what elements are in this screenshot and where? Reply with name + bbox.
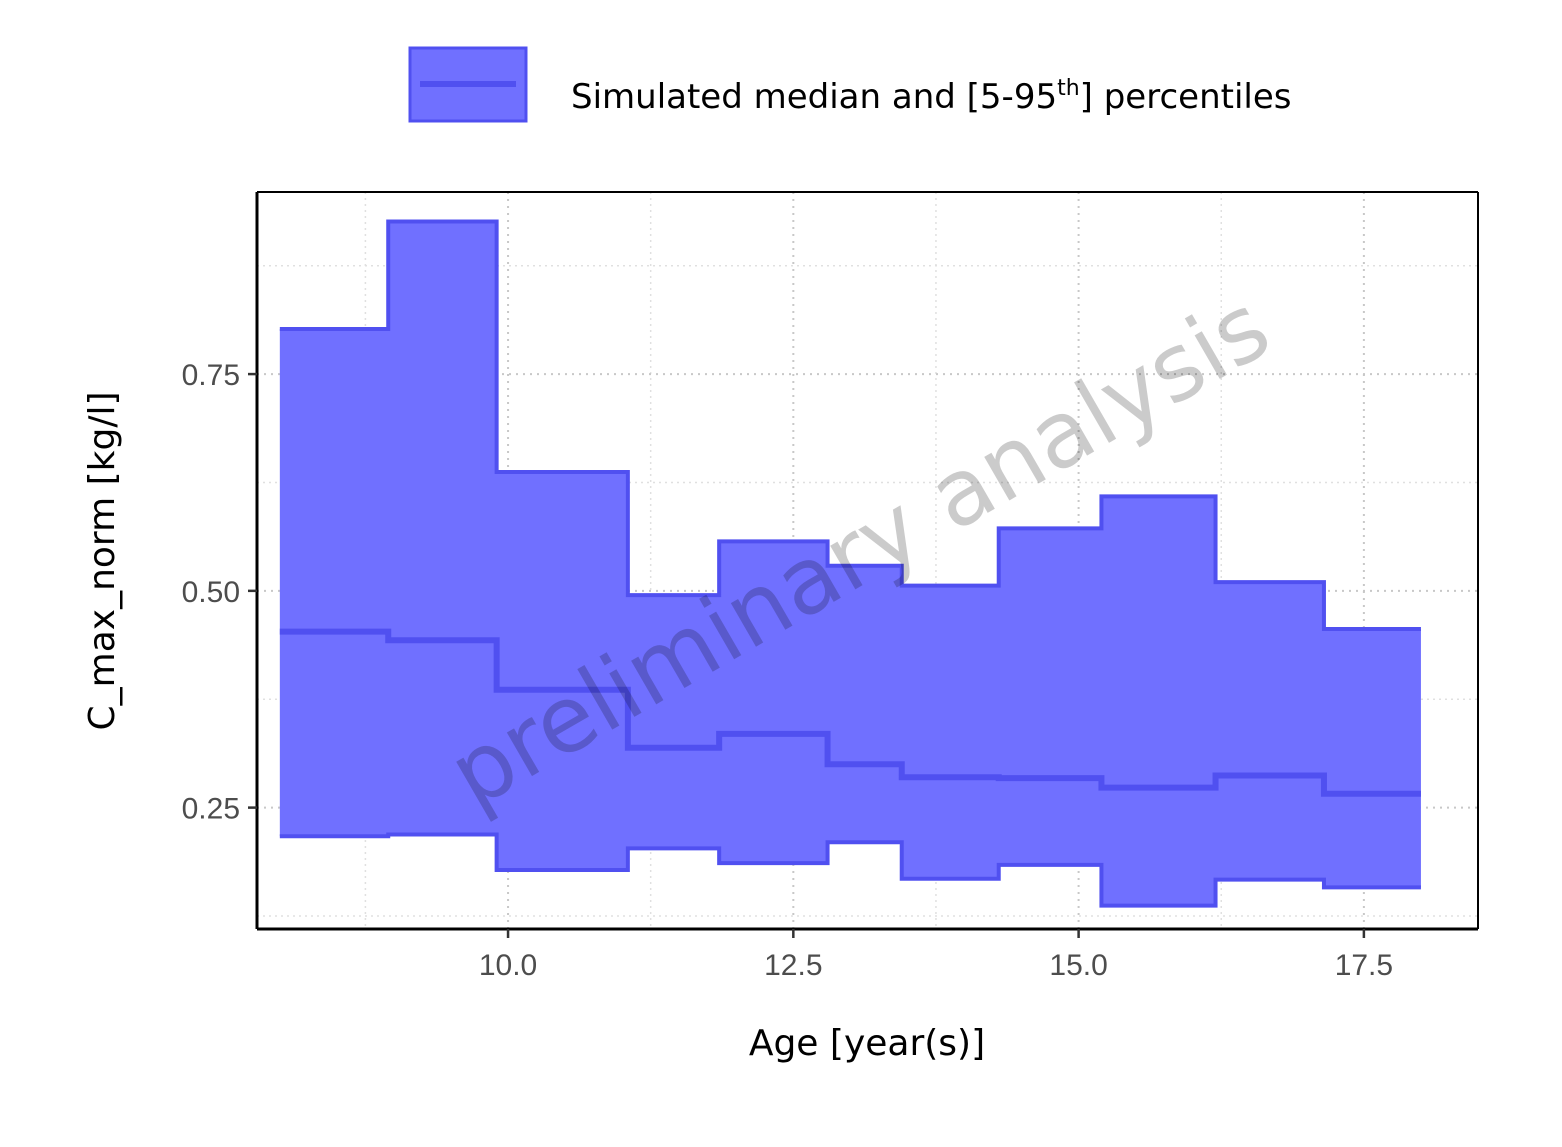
y-axis-title: C_max_norm [kg/l]: [82, 391, 123, 730]
legend-label: Simulated median and [5-95th] percentile…: [571, 76, 1291, 117]
x-tick-label: 12.5: [764, 949, 822, 982]
legend-label-end: ] percentiles: [1080, 77, 1292, 117]
y-tick-label: 0.25: [182, 793, 240, 826]
median-step-line: [279, 628, 1421, 797]
series-layer: [279, 219, 1421, 908]
legend-label-main: Simulated median and [5-95: [571, 77, 1057, 117]
x-tick-label: 10.0: [479, 949, 537, 982]
x-tick-label: 15.0: [1049, 949, 1107, 982]
y-tick-label: 0.50: [182, 576, 240, 609]
legend: Simulated median and [5-95th] percentile…: [408, 46, 1291, 123]
y-tick-label: 0.75: [182, 359, 240, 392]
x-axis-ticks: 10.0 12.5 15.0 17.5: [479, 929, 1393, 982]
p95-step-line: [279, 219, 1421, 631]
legend-label-superscript: th: [1057, 76, 1080, 101]
x-axis-title: Age [year(s)]: [749, 1023, 985, 1064]
y-axis-ticks: 0.25 0.50 0.75: [182, 359, 257, 826]
p5-step-line: [279, 832, 1421, 908]
x-tick-label: 17.5: [1335, 949, 1393, 982]
percentile-ribbon: [279, 221, 1421, 906]
